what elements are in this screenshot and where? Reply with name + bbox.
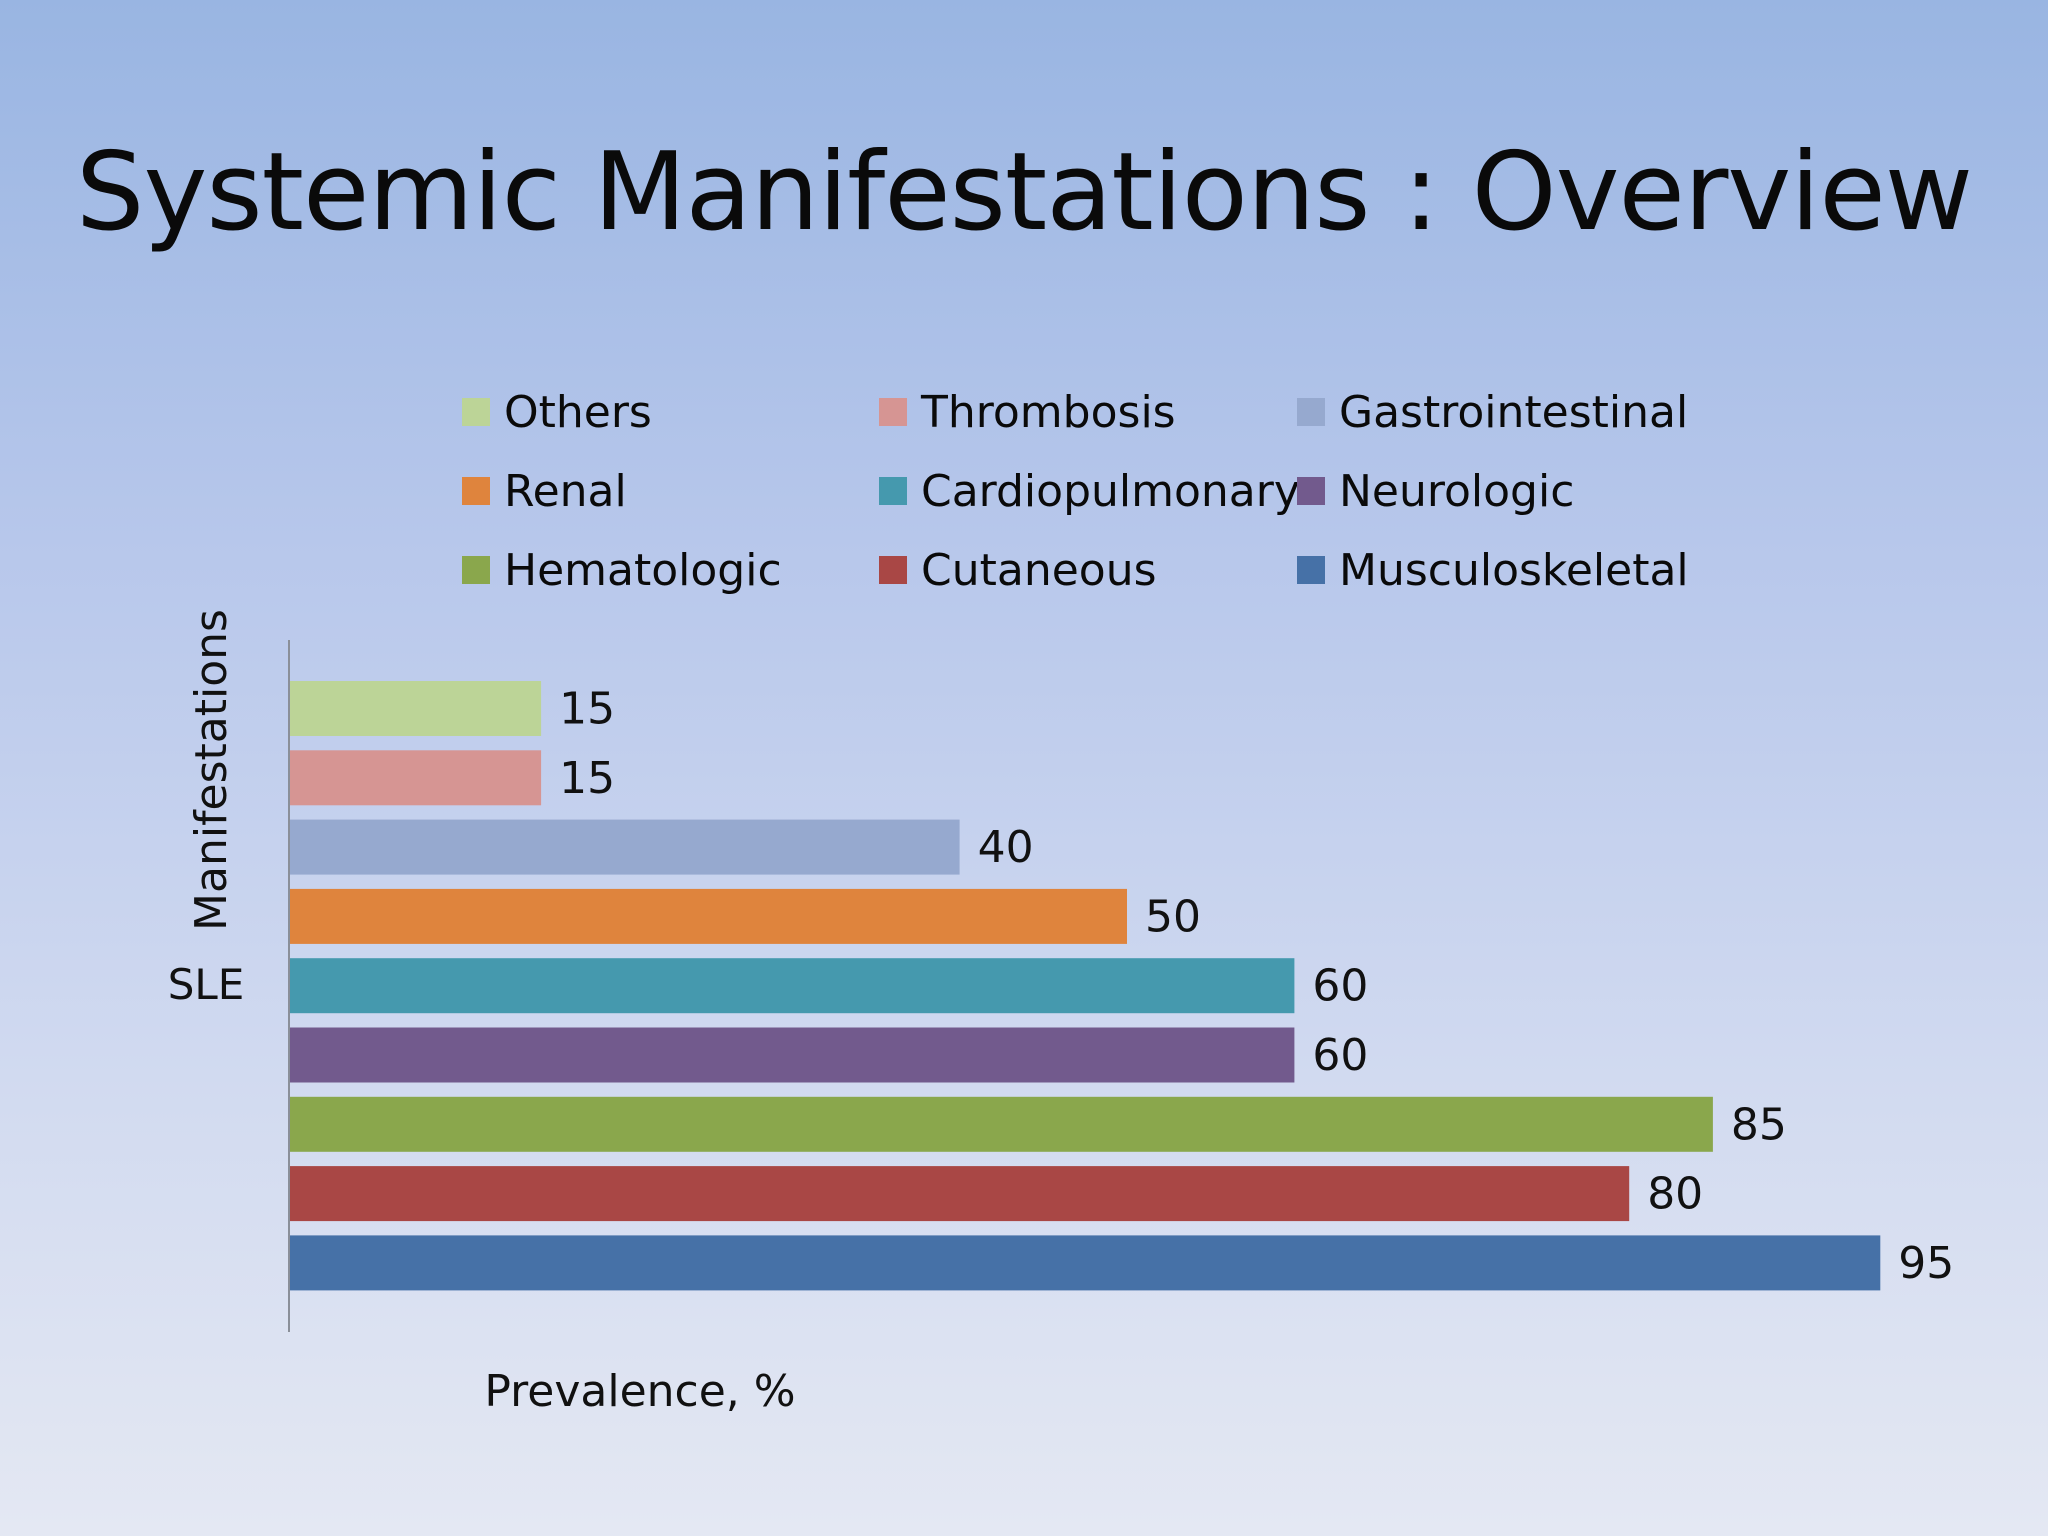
legend-swatch — [879, 398, 907, 426]
bar-cardiopulmonary — [290, 958, 1295, 1014]
legend-label: Others — [504, 386, 652, 438]
legend-item-musculoskeletal: Musculoskeletal — [1297, 540, 1689, 600]
legend-label: Renal — [504, 465, 627, 517]
data-label-renal: 50 — [1145, 891, 1201, 942]
legend-swatch — [1297, 556, 1325, 584]
legend-swatch — [879, 556, 907, 584]
legend-swatch — [879, 477, 907, 505]
legend-swatch — [462, 477, 490, 505]
legend-item-cutaneous: Cutaneous — [879, 540, 1157, 600]
legend-label: Thrombosis — [921, 386, 1176, 438]
data-label-neurologic: 60 — [1312, 1030, 1368, 1081]
legend-label: Neurologic — [1339, 465, 1575, 517]
legend-swatch — [1297, 477, 1325, 505]
legend-item-thrombosis: Thrombosis — [879, 382, 1176, 442]
x-axis-title: Prevalence, % — [484, 1366, 795, 1417]
legend-swatch — [1297, 398, 1325, 426]
legend-item-neurologic: Neurologic — [1297, 461, 1574, 521]
bar-neurologic — [290, 1027, 1295, 1083]
data-label-cutaneous: 80 — [1647, 1169, 1703, 1220]
bar-hematologic — [290, 1096, 1713, 1152]
legend-label: Cutaneous — [921, 544, 1157, 596]
bar-musculoskeletal — [290, 1235, 1881, 1291]
data-label-musculoskeletal: 95 — [1898, 1238, 1954, 1289]
bar-thrombosis — [290, 750, 542, 806]
legend-label: Musculoskeletal — [1339, 544, 1689, 596]
data-label-hematologic: 85 — [1731, 1099, 1787, 1150]
legend-item-hematologic: Hematologic — [462, 540, 782, 600]
legend-label: Cardiopulmonary — [921, 465, 1300, 517]
legend-item-renal: Renal — [462, 461, 627, 521]
y-tick-label: SLE — [168, 960, 245, 1009]
bar-others — [290, 681, 542, 736]
y-axis-title: Manifestations — [186, 609, 237, 931]
legend-item-gastrointestinal: Gastrointestinal — [1297, 382, 1688, 442]
bar-gastrointestinal — [290, 819, 960, 875]
data-label-thrombosis: 15 — [559, 753, 615, 804]
legend-swatch — [462, 398, 490, 426]
legend-swatch — [462, 556, 490, 584]
legend-item-cardiopulmonary: Cardiopulmonary — [879, 461, 1300, 521]
legend-item-others: Others — [462, 382, 652, 442]
bar-renal — [290, 888, 1127, 944]
data-label-cardiopulmonary: 60 — [1312, 961, 1368, 1012]
chart-legend: Others Thrombosis Gastrointestinal Renal Car… — [462, 382, 1762, 622]
legend-label: Gastrointestinal — [1339, 386, 1689, 438]
slide-title: Systemic Manifestations : Overview — [75, 130, 1973, 255]
data-label-gastrointestinal: 40 — [978, 822, 1034, 873]
legend-label: Hematologic — [504, 544, 782, 596]
data-label-others: 15 — [559, 684, 615, 735]
bar-cutaneous — [290, 1166, 1630, 1222]
